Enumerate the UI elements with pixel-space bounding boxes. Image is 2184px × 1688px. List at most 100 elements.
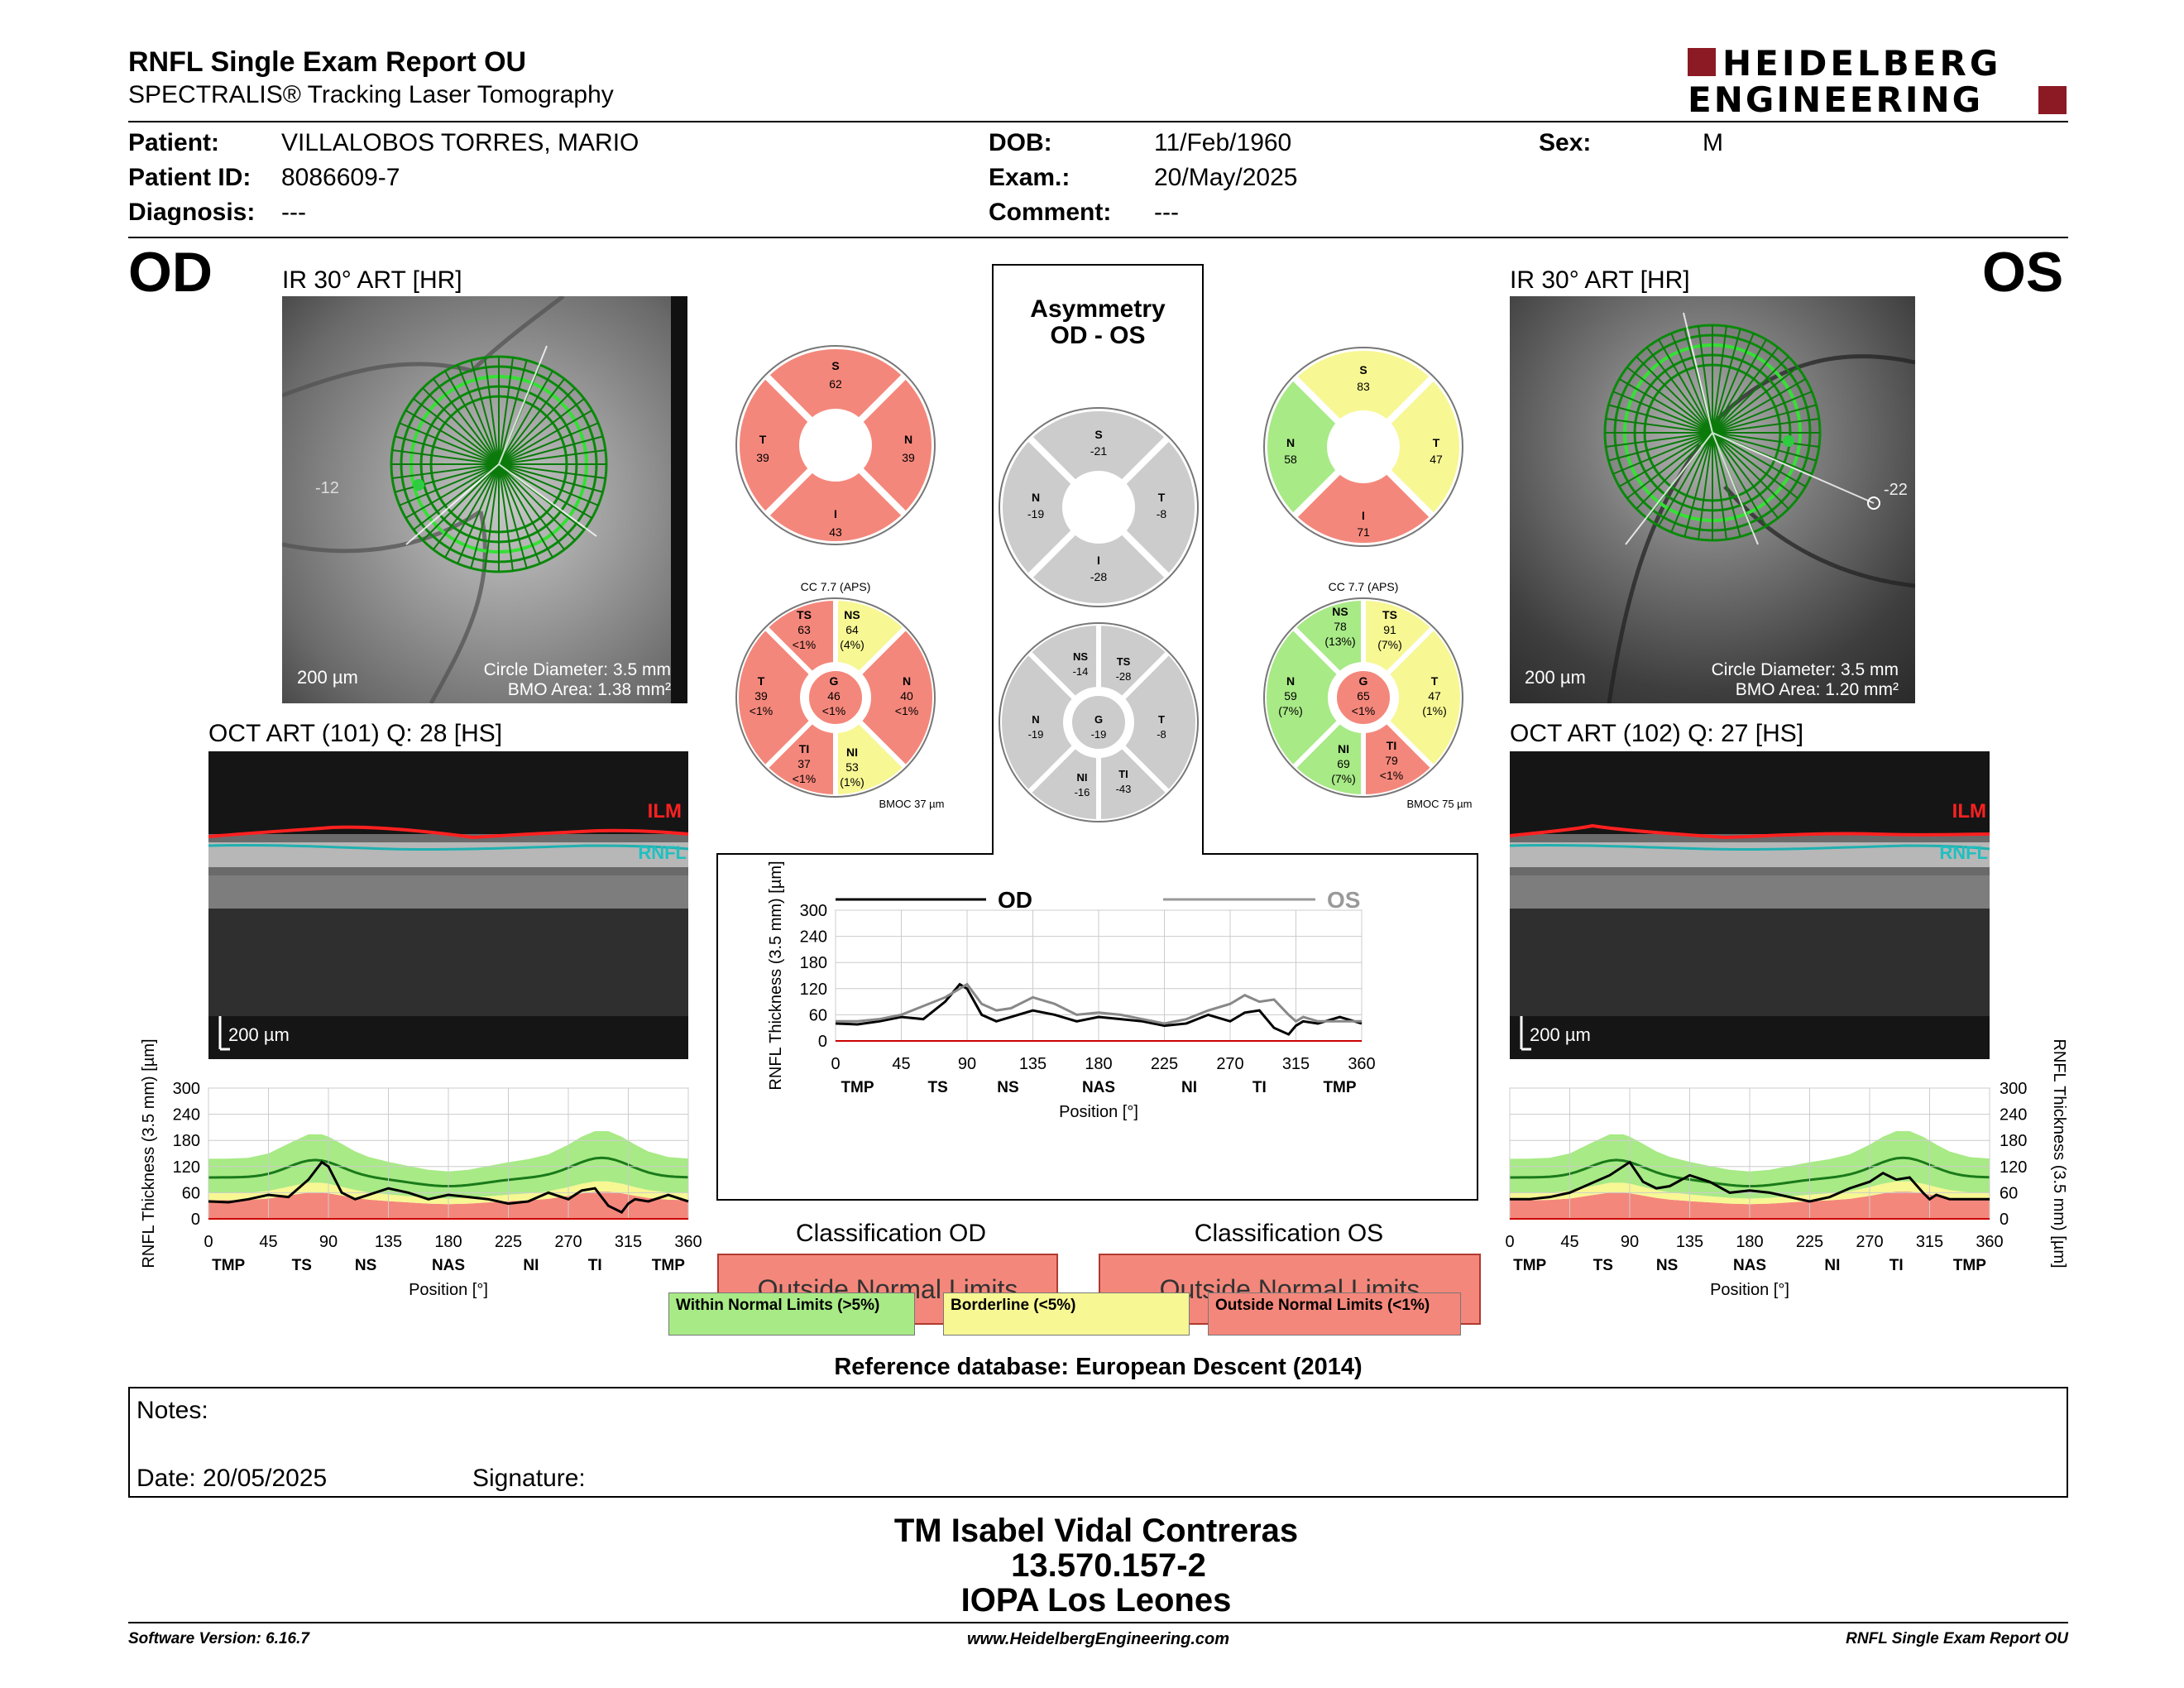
signer-name: TM Isabel Vidal Contreras bbox=[893, 1513, 1299, 1549]
scan-ray bbox=[433, 378, 500, 465]
od-quad-t-name: T bbox=[759, 433, 767, 446]
y-tick-label: 180 bbox=[800, 954, 827, 972]
y-tick-label: 0 bbox=[191, 1211, 200, 1229]
scan-ray bbox=[498, 463, 576, 541]
y-tick-label: 0 bbox=[2000, 1211, 2009, 1229]
x-tick-label: 225 bbox=[1796, 1233, 1823, 1251]
scan-ray bbox=[1658, 338, 1713, 434]
scan-ray bbox=[1698, 432, 1713, 540]
asym-sect-g-name: G bbox=[1094, 713, 1103, 726]
scan-ray bbox=[1712, 333, 1755, 434]
od-oct-title: OCT ART (101) Q: 28 [HS] bbox=[208, 720, 503, 747]
os-sect-n-val: 59 bbox=[1284, 689, 1297, 703]
sector-label: TMP bbox=[1953, 1257, 1986, 1274]
x-axis-label: Position [°] bbox=[1059, 1103, 1138, 1121]
sector-label: NI bbox=[523, 1257, 539, 1274]
od-sect-ti-val: 37 bbox=[797, 757, 811, 770]
y-axis-label: RNFL Thickness (3.5 mm) [µm] bbox=[140, 1038, 158, 1268]
scan-ray bbox=[498, 463, 593, 519]
patient-label: Patient: bbox=[128, 129, 220, 156]
scan-ray bbox=[405, 410, 500, 465]
scan-ray bbox=[433, 463, 500, 550]
y-tick-label: 240 bbox=[800, 928, 827, 947]
asym-quad-s-name: S bbox=[1094, 428, 1102, 441]
os-quadrant-pie bbox=[1261, 344, 1466, 549]
od-quad-s-name: S bbox=[831, 359, 839, 372]
asymmetry-title: Asymmetry bbox=[1030, 295, 1166, 323]
notes-box: Notes: Date: 20/05/2025 Signature: bbox=[128, 1387, 2068, 1498]
scan-ray bbox=[1712, 432, 1798, 499]
y-tick-label: 240 bbox=[173, 1106, 200, 1125]
scan-ray bbox=[1605, 432, 1713, 448]
sector-label: NAS bbox=[1733, 1257, 1766, 1274]
od-quadrant-pie bbox=[733, 343, 938, 548]
pie-outline bbox=[1263, 597, 1463, 798]
x-tick-label: 270 bbox=[554, 1233, 582, 1251]
os-ir-title: IR 30° ART [HR] bbox=[1510, 266, 1690, 294]
website-link[interactable]: www.HeidelbergEngineering.com bbox=[966, 1630, 1230, 1648]
asym-quad-n: -19 bbox=[1027, 507, 1044, 520]
os-sect-ts-name: TS bbox=[1382, 608, 1397, 621]
os-quad-n-name: N bbox=[1286, 436, 1295, 449]
legend-os-label: OS bbox=[1327, 887, 1360, 913]
eye-label-od: OD bbox=[128, 241, 213, 304]
x-tick-label: 360 bbox=[674, 1233, 702, 1251]
od-quad-s: 62 bbox=[829, 377, 842, 391]
od-sect-g-val: 46 bbox=[827, 689, 841, 703]
scan-ray bbox=[399, 463, 500, 506]
global-sector bbox=[806, 668, 865, 727]
od-scan-circle: -12 bbox=[282, 296, 687, 703]
od-oct-scale: 200 µm bbox=[228, 1024, 290, 1045]
os-scan-circle: -22 bbox=[1603, 312, 1915, 703]
scan-ray bbox=[413, 463, 500, 530]
sector-label: TMP bbox=[652, 1257, 685, 1274]
scan-ray bbox=[457, 463, 500, 564]
patient-divider bbox=[128, 237, 2068, 238]
os-oct-title: OCT ART (102) Q: 27 [HS] bbox=[1510, 720, 1804, 747]
scan-ray bbox=[498, 463, 541, 564]
sector-label: TI bbox=[1889, 1257, 1904, 1274]
asym-sect-ns-name: NS bbox=[1073, 650, 1088, 663]
scan-ray bbox=[1712, 432, 1767, 527]
os-ilm-label: ILM bbox=[1952, 800, 1986, 822]
series-line-od bbox=[208, 1160, 689, 1214]
scan-ray bbox=[1712, 356, 1789, 434]
y-tick-label: 120 bbox=[2000, 1158, 2027, 1177]
patient-id-label: Patient ID: bbox=[128, 164, 251, 191]
od-sect-ts-pct: <1% bbox=[793, 638, 816, 651]
scan-ray bbox=[422, 387, 500, 465]
scan-ray bbox=[1712, 418, 1820, 434]
sector-label: NI bbox=[1824, 1257, 1840, 1274]
od-sect-ts-name: TS bbox=[797, 608, 812, 621]
legend-within-label: Within Normal Limits (>5%) bbox=[676, 1297, 880, 1314]
exam-date: 20/May/2025 bbox=[1154, 164, 1298, 191]
x-tick-label: 315 bbox=[1282, 1055, 1310, 1073]
od-sect-ni-name: NI bbox=[846, 746, 858, 759]
x-tick-label: 360 bbox=[1976, 1233, 2003, 1251]
scan-ray bbox=[1698, 325, 1713, 434]
logo-text-top: HEIDELBERG bbox=[1722, 43, 2002, 84]
scan-ray bbox=[1712, 432, 1807, 487]
od-ilm-label: ILM bbox=[648, 800, 682, 822]
legend-borderline: Borderline (<5%) bbox=[943, 1292, 1190, 1336]
logo-square-top bbox=[1688, 48, 1716, 76]
scan-ray bbox=[1605, 418, 1713, 434]
os-sect-ts-pct: (7%) bbox=[1377, 638, 1402, 651]
scan-ray bbox=[1670, 333, 1713, 434]
scan-ray bbox=[484, 463, 500, 572]
scan-ray bbox=[498, 378, 565, 465]
od-rnfl-label: RNFL bbox=[638, 842, 687, 863]
os-sect-g-name: G bbox=[1359, 674, 1368, 688]
os-sect-ns-val: 78 bbox=[1334, 620, 1347, 633]
y-tick-label: 120 bbox=[173, 1158, 200, 1177]
os-sect-ti-name: TI bbox=[1387, 739, 1396, 752]
x-tick-label: 45 bbox=[259, 1233, 277, 1251]
scan-ray bbox=[498, 398, 585, 465]
os-sector-pie bbox=[1262, 595, 1465, 800]
x-tick-label: 225 bbox=[1151, 1055, 1178, 1073]
pie-outline bbox=[999, 622, 1199, 822]
x-tick-label: 180 bbox=[1736, 1233, 1763, 1251]
logo-text-bottom: ENGINEERING bbox=[1688, 79, 1984, 120]
asym-sect-ns: -14 bbox=[1073, 665, 1089, 678]
asym-quad-s: -21 bbox=[1090, 444, 1107, 458]
